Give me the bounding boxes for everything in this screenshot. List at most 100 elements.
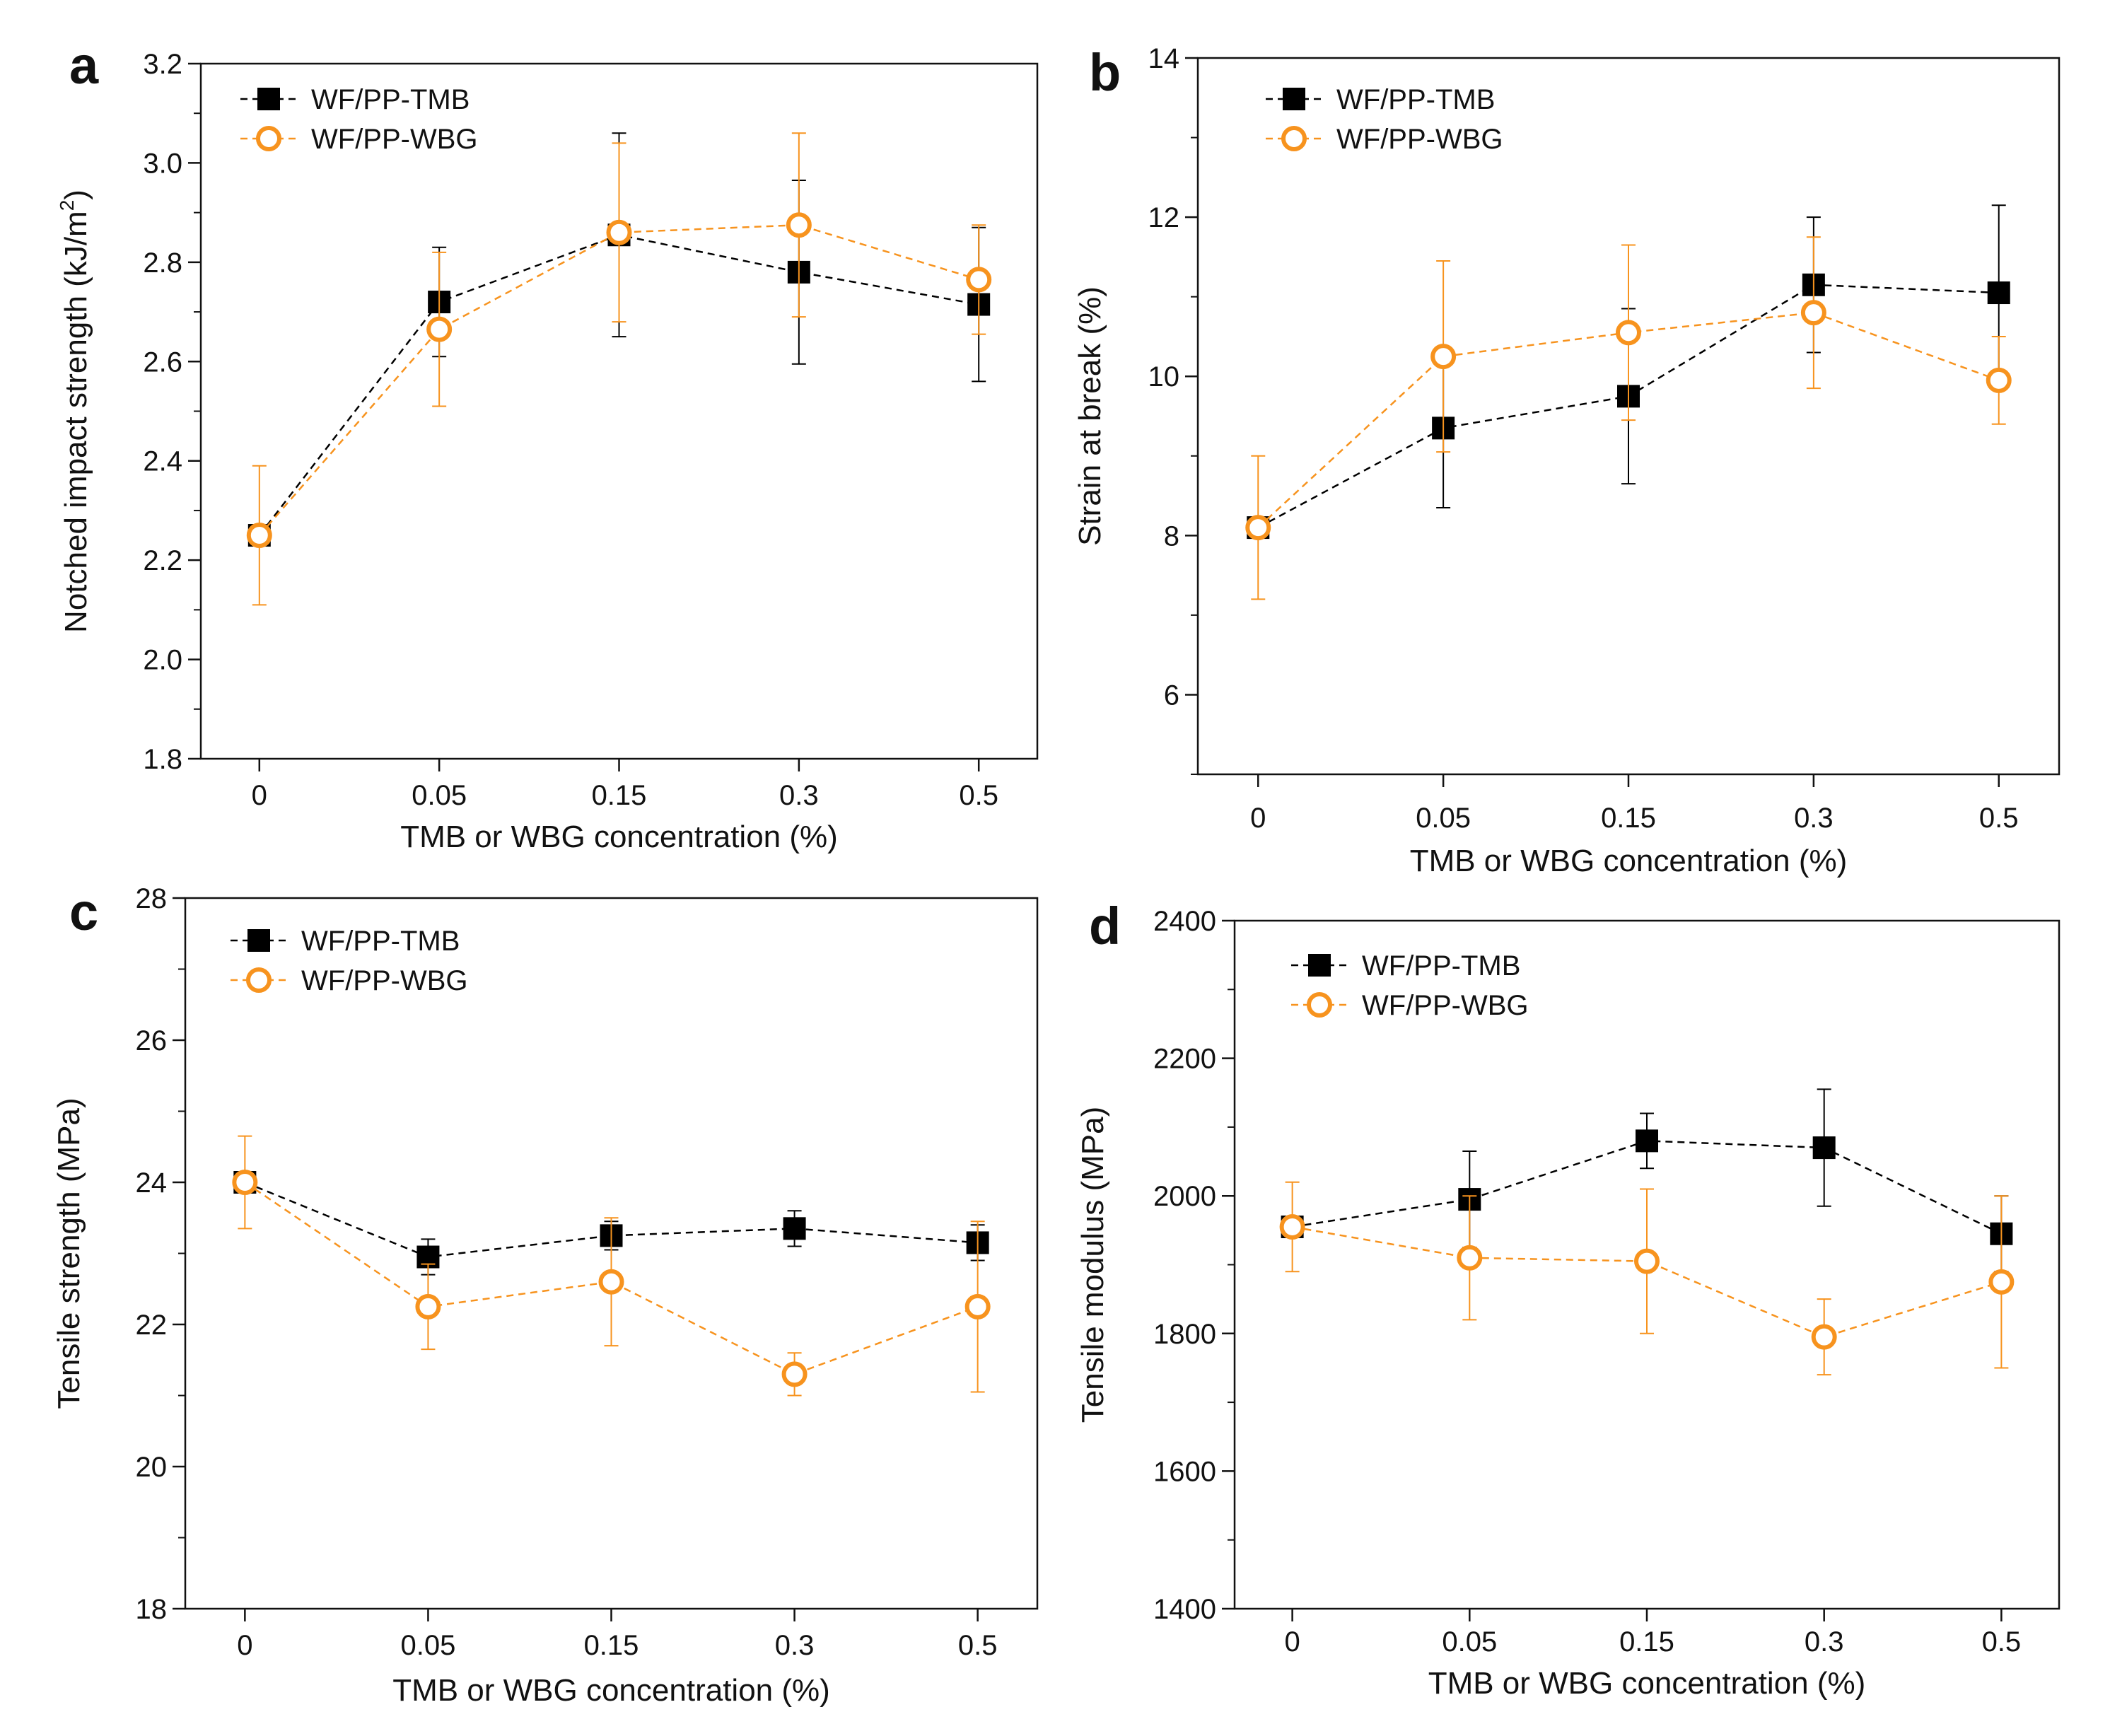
legend-entry: WF/PP-WBG [1291,990,1529,1021]
series-wbg [246,132,992,606]
data-point-circle [1457,1245,1483,1271]
data-point-square [783,1217,806,1240]
data-point-circle [1811,1324,1837,1350]
panel-letter: d [1089,897,1121,955]
legend-marker-circle [246,967,272,993]
data-point-circle [786,212,812,238]
x-tick-label: 0.5 [1982,1626,2022,1658]
data-point-square [1812,1136,1836,1160]
series-wbg [1279,1181,2015,1376]
data-point-circle [1430,344,1457,370]
data-point-circle [606,219,632,245]
legend-marker-square [257,88,280,110]
legend-marker-square [247,929,270,952]
y-tick-label: 1.8 [143,744,182,775]
legend-label: WF/PP-TMB [311,84,470,115]
y-axis-label-text: Tensile strength (MPa) [52,1097,86,1409]
y-axis-label-text: Tensile modulus (MPa) [1076,1107,1110,1423]
legend-entry: WF/PP-TMB [1266,84,1495,115]
legend-label: WF/PP-TMB [1362,950,1520,981]
y-tick-label: 6 [1164,680,1179,711]
x-tick-label: 0.3 [775,1630,815,1661]
y-axis-label: Tensile strength (MPa) [52,1097,86,1409]
legend-marker-square [1283,88,1305,110]
data-point-circle [415,1293,441,1320]
series-line [244,1181,978,1258]
panel-letter: b [1089,43,1121,102]
x-tick-label: 0.15 [592,780,647,811]
data-point-circle [1800,300,1826,326]
x-axis-label: TMB or WBG concentration (%) [1410,844,1848,878]
data-point-circle [964,1293,991,1320]
x-tick-label: 0 [1250,803,1266,834]
legend-label: WF/PP-TMB [301,926,460,957]
x-tick-label: 0.15 [1619,1626,1674,1658]
y-tick-label: 1400 [1153,1594,1216,1625]
series-line [244,1181,979,1375]
y-tick-label: 10 [1148,361,1180,392]
data-point-circle [1245,515,1271,541]
x-tick-label: 0.3 [1805,1626,1844,1658]
x-tick-label: 0.05 [1442,1626,1497,1658]
legend-label: WF/PP-TMB [1336,84,1495,115]
panel-letter: a [69,36,99,95]
data-point-circle [426,316,453,342]
x-tick-label: 0.5 [959,780,998,811]
legend-marker-circle [256,126,281,151]
legend-label: WF/PP-WBG [1362,990,1529,1021]
legend-label: WF/PP-WBG [1336,124,1503,155]
legend-entry: WF/PP-WBG [240,124,478,155]
data-point-circle [966,267,992,293]
x-tick-label: 0.15 [584,1630,639,1661]
y-tick-label: 2.0 [143,645,182,676]
x-tick-label: 0 [1284,1626,1300,1658]
y-tick-label: 22 [136,1310,168,1341]
legend-label: WF/PP-WBG [301,965,468,996]
data-point-circle [1988,1269,2015,1295]
data-point-square [1636,1129,1658,1153]
y-tick-label: 1800 [1153,1319,1216,1350]
legend-entry: WF/PP-TMB [240,84,470,115]
y-tick-label: 3.2 [143,49,182,80]
y-tick-label: 8 [1164,520,1179,552]
panel-c: c 18 20 22 24 26 28 0 0.05 0.15 0.3 0.5 TMB or WBG c… [52,882,1039,1708]
x-tick-label: 0 [252,780,267,811]
y-tick-label: 20 [136,1452,168,1483]
data-point-circle [781,1361,808,1387]
y-tick-label: 2.8 [143,247,182,279]
y-tick-label: 24 [136,1167,168,1199]
x-tick-label: 0.3 [779,780,819,811]
y-tick-label: 26 [136,1025,168,1056]
y-tick-label: 2200 [1153,1044,1216,1075]
y-tick-label: 1600 [1153,1456,1216,1487]
data-point-circle [598,1269,624,1295]
y-tick-label: 3.0 [143,148,182,179]
x-tick-label: 0.5 [958,1630,998,1661]
legend-entry: WF/PP-TMB [231,926,460,957]
x-tick-label: 0.3 [1794,803,1834,834]
data-point-circle [1634,1248,1660,1274]
panel-letter: c [69,882,98,941]
series-wbg [1245,236,2012,600]
legend-label: WF/PP-WBG [311,124,478,155]
series-line [258,223,979,536]
y-axis-label: Notched impact strength (kJ/m2) [56,190,93,633]
x-axis-label: TMB or WBG concentration (%) [400,820,838,854]
y-tick-label: 2.2 [143,545,182,576]
y-tick-label: 2000 [1153,1181,1216,1212]
x-axis-label: TMB or WBG concentration (%) [392,1673,830,1708]
y-axis-label-end: ) [59,190,93,200]
y-axis-label: Tensile modulus (MPa) [1076,1107,1110,1423]
y-axis-label-text: Strain at break (%) [1073,286,1107,546]
y-tick-label: 2400 [1153,906,1216,937]
x-tick-label: 0.05 [412,780,467,811]
data-point-circle [232,1170,258,1195]
panel-a: a 1.8 2.0 2.2 2.4 2.6 2.8 3.0 3.2 0 0.05 0.15 0.3 0.5… [56,36,1039,854]
legend-entry: WF/PP-TMB [1291,950,1520,981]
legend-marker-circle [1281,126,1307,151]
y-tick-label: 2.6 [143,346,182,378]
data-point-circle [1279,1213,1305,1240]
x-axis-label: TMB or WBG concentration (%) [1428,1666,1866,1701]
x-tick-label: 0.05 [400,1630,455,1661]
